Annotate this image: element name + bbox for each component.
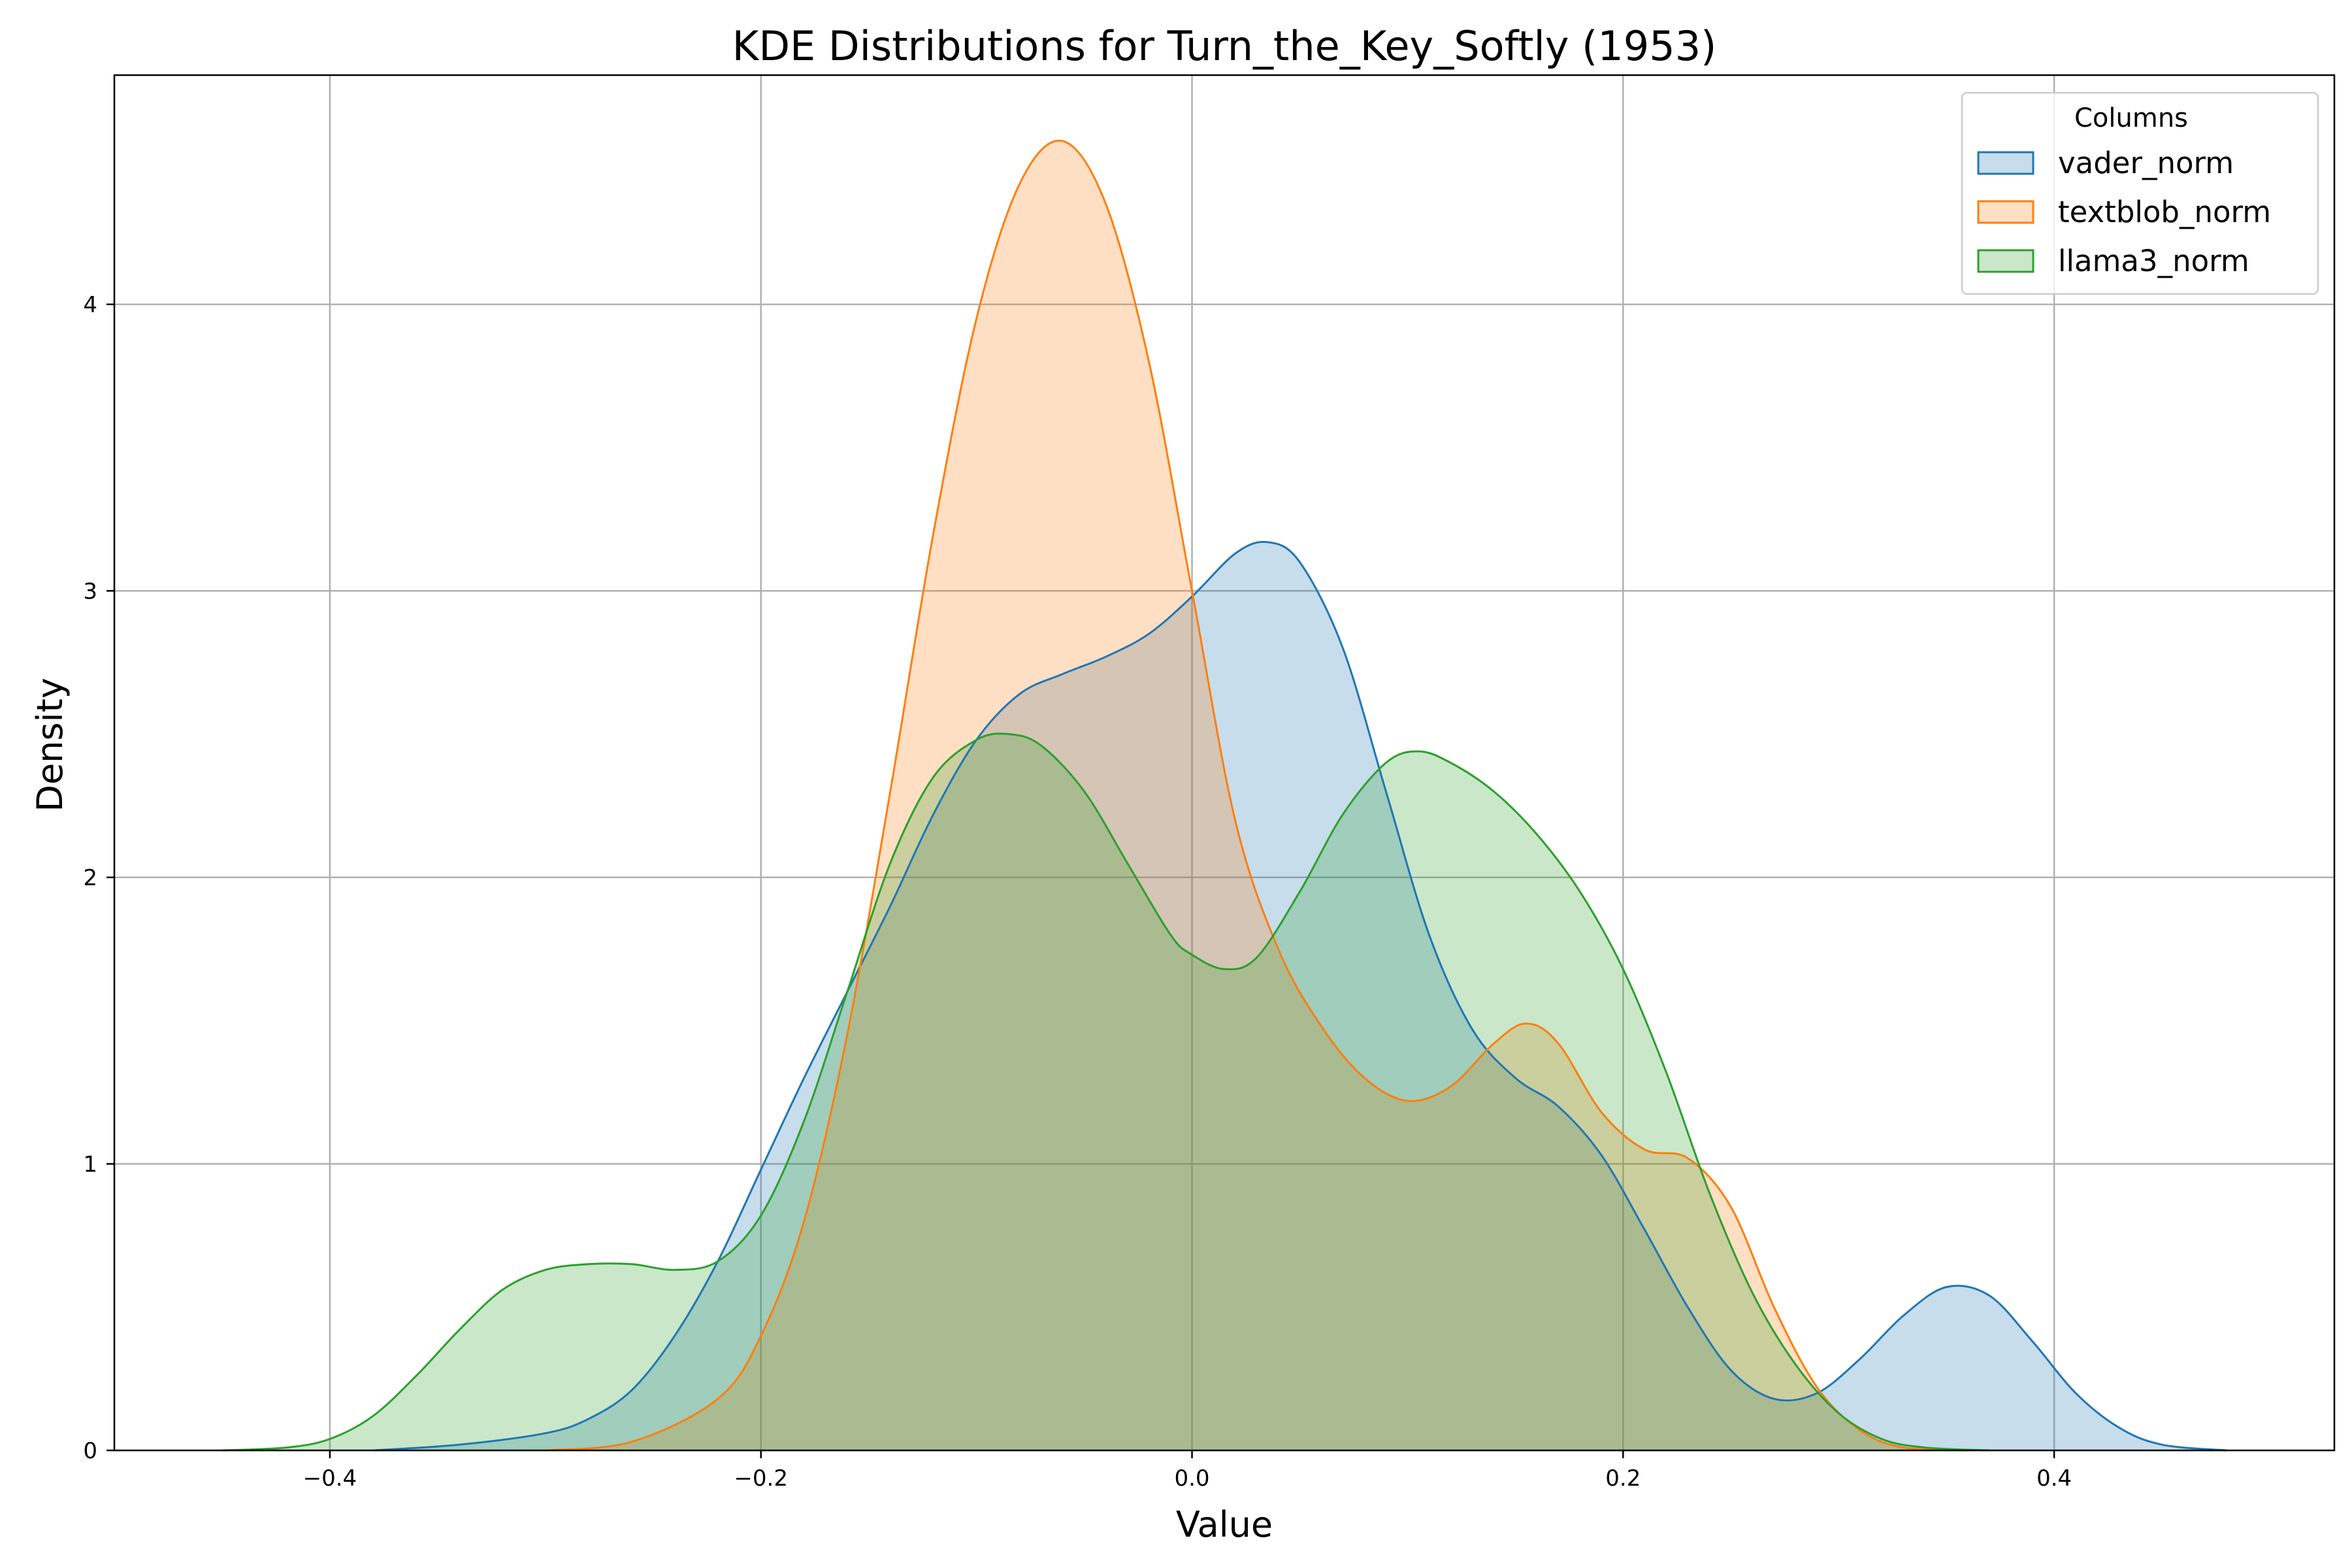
axis-ticks: −0.4 −0.2 0.0 0.2 0.4 0 1 2 3 4 xyxy=(83,292,2072,1492)
y-axis-label: Density xyxy=(29,678,71,811)
plot-frame xyxy=(113,74,2336,1452)
kde-line-textblob_norm xyxy=(545,139,1968,1452)
x-tick-label: −0.2 xyxy=(734,1465,788,1492)
y-tick-label: 0 xyxy=(83,1438,97,1464)
legend-box xyxy=(1961,91,2319,295)
legend-swatch xyxy=(1977,151,2034,175)
legend: Columns vader_norm textblob_norm llama3_no… xyxy=(1961,91,2319,295)
legend-label: textblob_norm xyxy=(2058,195,2271,229)
legend-items: vader_norm textblob_norm llama3_norm xyxy=(1977,146,2271,278)
kde-line-llama3_norm xyxy=(221,732,1990,1452)
x-tick-label: 0.4 xyxy=(2036,1465,2072,1492)
kde-area-vader_norm xyxy=(372,542,2227,1450)
y-tick-label: 1 xyxy=(83,1151,97,1177)
kde-line-vader_norm xyxy=(372,540,2227,1452)
x-tick-label: 0.2 xyxy=(1605,1465,1641,1492)
y-tick-label: 4 xyxy=(83,292,97,318)
x-axis-label: Value xyxy=(1176,1504,1273,1545)
legend-label: vader_norm xyxy=(2058,146,2234,180)
legend-item-textblob_norm: textblob_norm xyxy=(1977,195,2271,229)
legend-label: llama3_norm xyxy=(2058,244,2249,278)
legend-swatch xyxy=(1977,200,2034,224)
legend-title: Columns xyxy=(2074,103,2188,133)
x-tick-label: 0.0 xyxy=(1174,1465,1209,1492)
chart-title: KDE Distributions for Turn_the_Key_Softl… xyxy=(732,22,1717,70)
x-tick-label: −0.4 xyxy=(303,1465,357,1492)
legend-swatch xyxy=(1977,249,2034,273)
y-tick-label: 3 xyxy=(83,578,97,604)
legend-item-llama3_norm: llama3_norm xyxy=(1977,244,2249,278)
kde-areas xyxy=(222,140,2227,1451)
kde-area-llama3_norm xyxy=(222,733,1990,1450)
y-tick-label: 2 xyxy=(83,865,97,891)
kde-lines xyxy=(221,139,2227,1452)
kde-area-textblob_norm xyxy=(545,140,1968,1451)
legend-item-vader_norm: vader_norm xyxy=(1977,146,2234,180)
